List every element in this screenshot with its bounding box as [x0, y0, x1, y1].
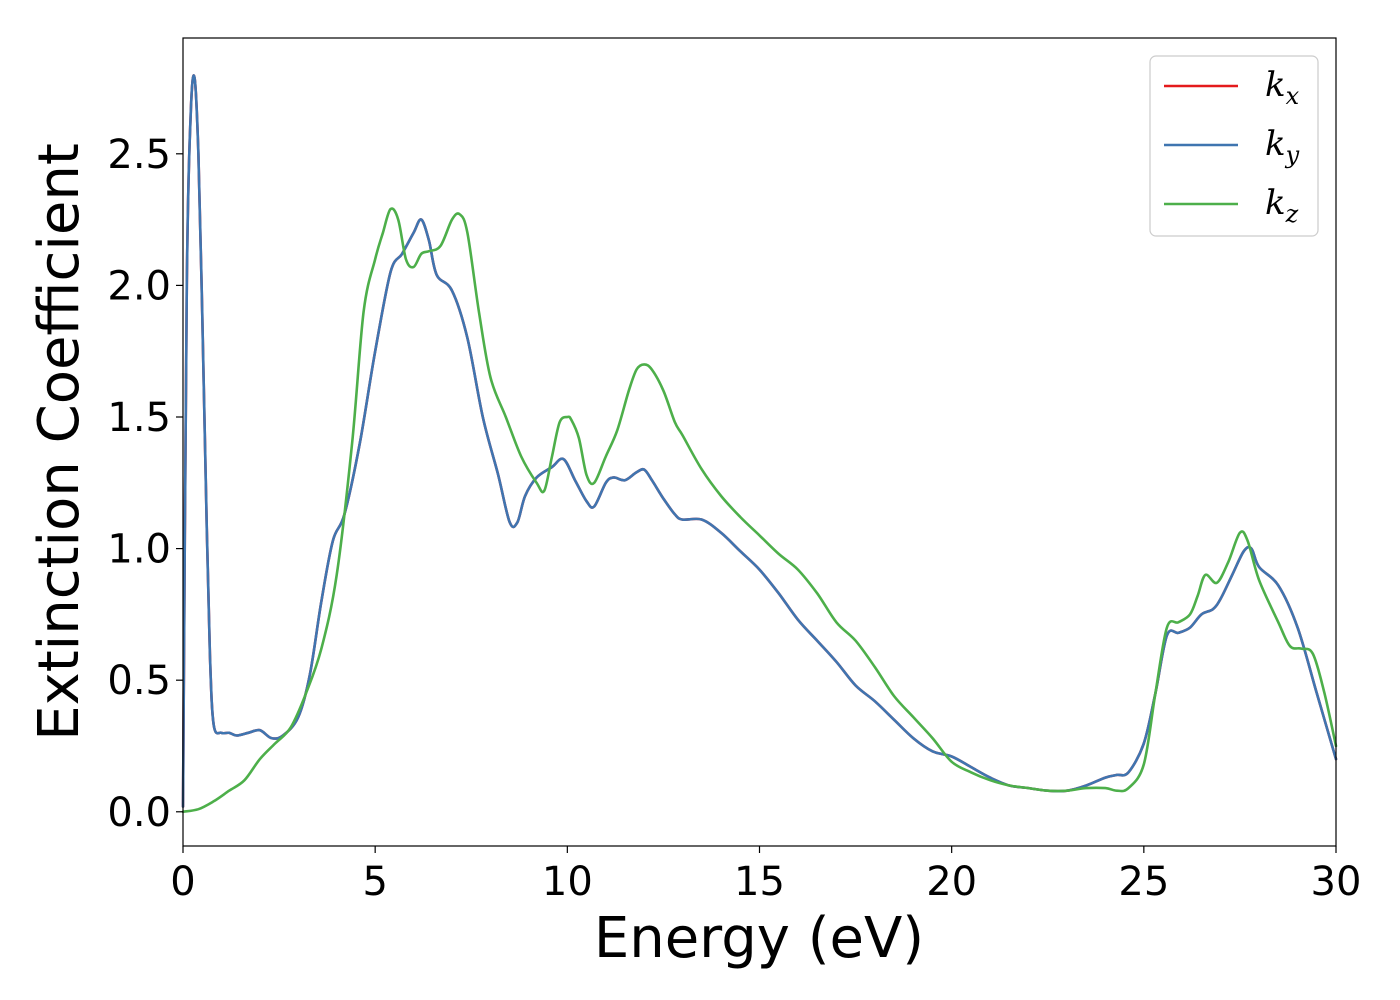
series-line-kz [181, 207, 1338, 814]
x-axis-title: Energy (eV) [594, 906, 924, 971]
x-tick-label: 25 [1118, 859, 1169, 905]
x-tick-label: 20 [926, 859, 977, 905]
y-tick-label: 1.5 [107, 395, 171, 441]
x-tick-label: 0 [170, 859, 195, 905]
x-tick-label: 10 [542, 859, 593, 905]
y-axis: 0.0 0.5 1.0 1.5 2.0 2.5 [107, 132, 183, 836]
x-tick-label: 15 [734, 859, 785, 905]
x-tick-label: 5 [362, 859, 387, 905]
y-tick-label: 1.0 [107, 527, 171, 573]
y-tick-label: 0.0 [107, 790, 171, 836]
x-axis: 0 5 10 15 20 25 30 [170, 846, 1361, 905]
series-lines [181, 74, 1338, 814]
plot-area [183, 38, 1336, 846]
y-tick-label: 2.0 [107, 263, 171, 309]
y-tick-label: 0.5 [107, 658, 171, 704]
series-line-ky [181, 74, 1338, 808]
y-tick-label: 2.5 [107, 132, 171, 178]
x-tick-label: 30 [1311, 859, 1362, 905]
y-axis-title: Extinction Coefficient [27, 143, 92, 741]
